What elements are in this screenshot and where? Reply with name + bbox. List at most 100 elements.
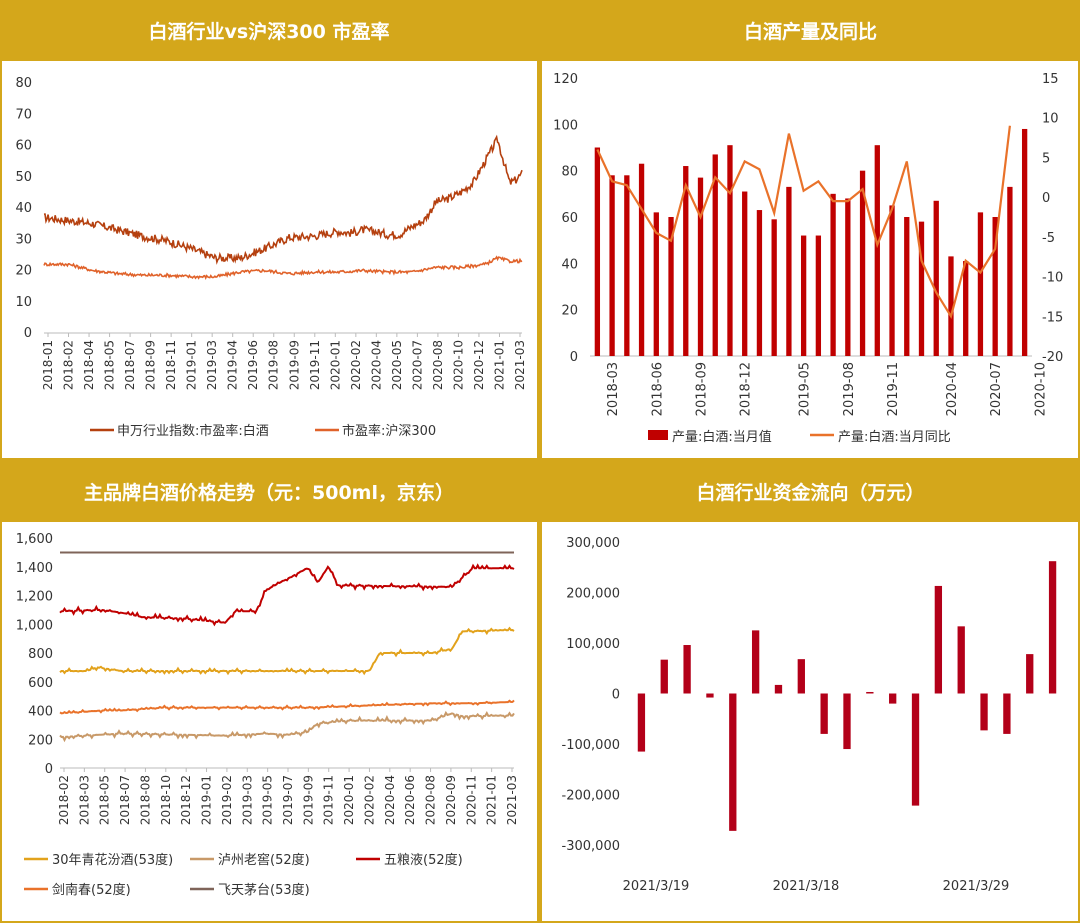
flow-bar: [797, 659, 805, 694]
price-xtick-label: 2020-02: [362, 775, 376, 825]
flow-xtick-label: 2021/3/29: [943, 879, 1010, 894]
prod-bar: [904, 217, 910, 356]
pe-series-line: [43, 134, 523, 265]
prod-bar: [889, 205, 895, 356]
price-ytick-label: 200: [28, 733, 53, 748]
flow-bar: [911, 693, 920, 806]
pe-xtick-label: 2020-02: [349, 340, 363, 390]
pe-ytick-label: 0: [24, 326, 32, 341]
pe-ytick-label: 70: [15, 107, 32, 122]
prod-panel: 0 20 40 60 80 100 120 -20 -15 -10 -5 0 5 10 15 2018-03 2…: [542, 61, 1078, 458]
flow-bar: [1048, 561, 1057, 694]
price-xtick-label: 2019-05: [261, 775, 275, 825]
pe-xtick-label: 2020-07: [410, 340, 424, 390]
flow-title: 白酒行业资金流向（万元）: [696, 482, 925, 504]
pe-panel: 0 10 20 30 40 50 60 70 80 2018-01 2018-02 2018-04 20…: [2, 61, 537, 458]
pe-xtick-label: 2021-01: [492, 340, 506, 390]
price-series-line: [59, 699, 515, 715]
price-xtick-label: 2021-01: [485, 775, 499, 825]
prod-xtick-label: 2020-07: [989, 362, 1004, 416]
prod-y2tick-label: -10: [1042, 271, 1063, 286]
pe-xtick-label: 2019-09: [287, 340, 301, 390]
flow-bar: [751, 630, 760, 694]
price-xtick-label: 2019-07: [281, 775, 295, 825]
prod-ytick-label: 100: [553, 118, 578, 133]
price-xtick-label: 2020-09: [444, 775, 458, 825]
price-legend-label: 泸州老窖(52度): [218, 852, 310, 868]
price-series-line: [59, 710, 515, 743]
prod-bar: [977, 212, 984, 356]
pe-ytick-label: 40: [15, 201, 32, 216]
prod-ytick-label: 40: [561, 257, 578, 272]
prod-ytick-label: 80: [561, 165, 578, 180]
pe-xtick-label: 2020-08: [431, 340, 445, 390]
prod-ytick-label: 0: [570, 350, 578, 365]
pe-xtick-label: 2018-02: [62, 340, 76, 390]
prod-xtick-label: 2019-08: [842, 362, 857, 416]
pe-xtick-label: 2018-09: [144, 340, 158, 390]
flow-bar: [843, 693, 851, 750]
pe-legend-label: 申万行业指数:市盈率:白酒: [117, 423, 269, 439]
flow-bar: [706, 693, 714, 698]
flow-xtick-label: 2021/3/19: [623, 879, 690, 894]
prod-bar: [918, 221, 925, 356]
price-xtick-label: 2018-05: [98, 775, 112, 825]
prod-ytick-label: 120: [553, 72, 578, 87]
flow-bar: [1003, 693, 1011, 734]
flow-ytick-label: 100,000: [566, 637, 620, 652]
flow-bar: [980, 693, 988, 731]
prod-bar: [624, 175, 630, 356]
flow-bar: [889, 693, 897, 704]
price-ytick-label: 0: [45, 762, 53, 777]
price-ytick-label: 800: [28, 647, 53, 662]
price-series-line: [59, 626, 515, 676]
pe-chart: 0 10 20 30 40 50 60 70 80 2018-01 2018-02 2018-04 20…: [15, 76, 527, 439]
pe-xtick-label: 2021-03: [513, 340, 527, 390]
pe-xtick-label: 2020-01: [328, 340, 342, 390]
prod-bar: [800, 235, 807, 356]
prod-xtick-label: 2018-06: [650, 362, 665, 416]
prod-yoy-line: [596, 125, 1011, 320]
price-legend-label: 30年青花汾酒(53度): [52, 852, 173, 868]
prod-bar: [786, 186, 792, 356]
prod-xtick-label: 2019-05: [798, 362, 813, 416]
prod-bar: [638, 163, 645, 356]
prod-bar: [845, 198, 851, 356]
prod-bar: [712, 154, 718, 356]
flow-ytick-label: -300,000: [562, 839, 620, 854]
prod-bar: [815, 235, 822, 356]
price-xtick-label: 2020-08: [424, 775, 438, 825]
prod-bar: [683, 166, 689, 356]
price-ytick-label: 1,600: [16, 532, 53, 547]
prod-xtick-label: 2020-10: [1033, 362, 1048, 416]
pe-xtick-label: 2019-03: [205, 340, 219, 390]
pe-xtick-label: 2019-04: [226, 340, 240, 390]
pe-xtick-label: 2018-01: [41, 340, 55, 390]
flow-bar: [866, 691, 874, 694]
flow-bar: [660, 659, 668, 694]
price-xtick-label: 2018-12: [179, 775, 193, 825]
price-xtick-label: 2019-01: [200, 775, 214, 825]
prod-legend-swatch: [648, 430, 668, 440]
prod-xtick-label: 2020-04: [945, 362, 960, 416]
flow-ytick-label: -200,000: [562, 789, 620, 804]
price-ytick-label: 1,200: [16, 590, 53, 605]
price-xtick-label: 2019-09: [301, 775, 315, 825]
prod-bar: [1007, 186, 1013, 356]
pe-legend-label: 市盈率:沪深300: [342, 423, 436, 439]
prod-y2tick-label: -5: [1042, 231, 1055, 246]
pe-ytick-label: 50: [15, 170, 32, 185]
prod-bar: [933, 200, 939, 356]
prod-y2tick-label: 0: [1042, 191, 1050, 206]
price-chart: 0 200 400 600 800 1,000 1,200 1,400 1,600 2018-02…: [16, 532, 519, 898]
pe-ytick-label: 10: [15, 295, 32, 310]
prod-bar: [963, 261, 969, 356]
prod-bar: [742, 191, 748, 356]
price-xtick-label: 2018-07: [118, 775, 132, 825]
price-xtick-label: 2019-11: [322, 775, 336, 825]
flow-chart: -300,000 -200,000 -100,000 0 100,000 200,000 3…: [562, 536, 1057, 894]
flow-bar: [957, 626, 965, 694]
prod-bar: [992, 217, 998, 356]
pe-xtick-label: 2018-07: [123, 340, 137, 390]
